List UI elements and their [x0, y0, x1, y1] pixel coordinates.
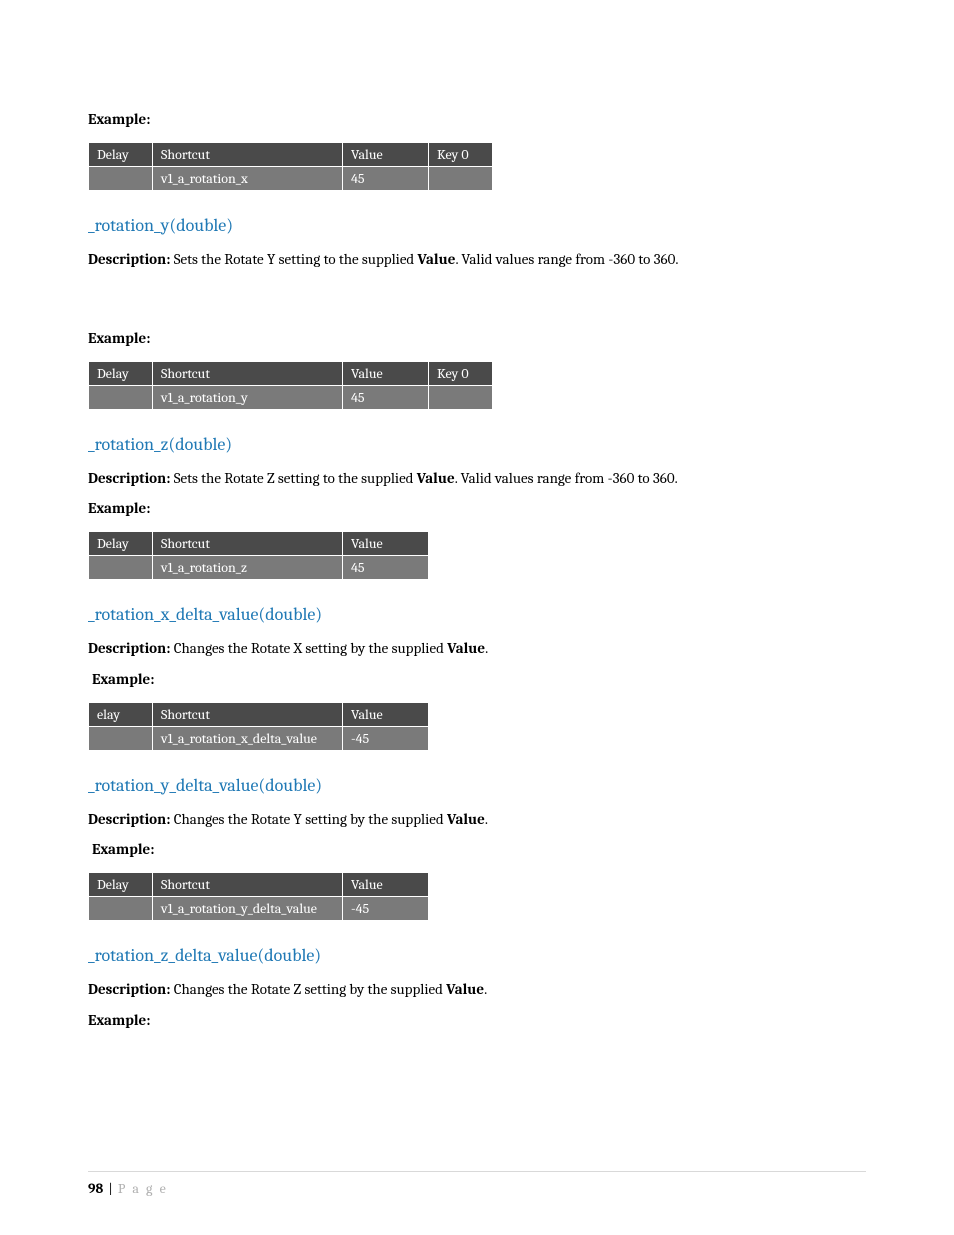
description-bold: Value	[417, 469, 455, 487]
table-cell	[429, 385, 493, 409]
description: Description: Sets the Rotate Y setting t…	[88, 248, 866, 271]
example-table: Delay Shortcut Value Key 0 v1_a_rotation…	[88, 361, 493, 410]
table-cell: 45	[343, 385, 429, 409]
description: Description: Changes the Rotate Z settin…	[88, 978, 866, 1001]
table-header: elay	[89, 702, 153, 726]
table-header: Value	[343, 873, 429, 897]
description-bold: Value	[418, 250, 456, 268]
table-cell	[89, 726, 153, 750]
table-cell: -45	[343, 897, 429, 921]
section-heading: _rotation_z_delta_value(double)	[88, 945, 866, 966]
example-label: Example:	[88, 840, 866, 858]
section-heading: _rotation_x_delta_value(double)	[88, 604, 866, 625]
table-cell: 45	[343, 167, 429, 191]
table-cell: v1_a_rotation_x_delta_value	[153, 726, 343, 750]
description-text: .	[485, 810, 488, 828]
table-header: Shortcut	[153, 532, 343, 556]
description-text: . Valid values range from -360 to 360.	[455, 250, 678, 268]
description-text: Sets the Rotate Z setting to the supplie…	[170, 469, 416, 487]
footer-label: P a g e	[118, 1180, 168, 1197]
section-heading: _rotation_y(double)	[88, 215, 866, 236]
table-cell: v1_a_rotation_y	[153, 385, 343, 409]
table-header: Shortcut	[153, 702, 343, 726]
example-table: Delay Shortcut Value v1_a_rotation_z 45	[88, 531, 429, 580]
page-footer: 98 | P a g e	[88, 1171, 866, 1197]
description-text: .	[485, 639, 488, 657]
description-label: Description:	[88, 469, 170, 487]
description-text: . Valid values range from -360 to 360.	[455, 469, 678, 487]
description-text: Changes the Rotate Z setting by the supp…	[170, 980, 446, 998]
example-table: Delay Shortcut Value v1_a_rotation_y_del…	[88, 872, 429, 921]
example-label: Example:	[88, 1011, 866, 1029]
table-cell: -45	[343, 726, 429, 750]
table-header: Value	[343, 361, 429, 385]
example-table: Delay Shortcut Value Key 0 v1_a_rotation…	[88, 142, 493, 191]
page-number: 98	[88, 1180, 103, 1197]
table-header: Delay	[89, 143, 153, 167]
description-label: Description:	[88, 980, 170, 998]
section-heading: _rotation_y_delta_value(double)	[88, 775, 866, 796]
description-label: Description:	[88, 810, 170, 828]
description: Description: Changes the Rotate Y settin…	[88, 808, 866, 831]
table-cell	[429, 167, 493, 191]
description: Description: Changes the Rotate X settin…	[88, 637, 866, 660]
table-cell	[89, 556, 153, 580]
description-label: Description:	[88, 639, 170, 657]
table-cell: v1_a_rotation_x	[153, 167, 343, 191]
footer-separator: |	[105, 1180, 116, 1197]
description-bold: Value	[447, 639, 485, 657]
spacer	[88, 281, 866, 329]
table-header: Shortcut	[153, 143, 343, 167]
table-header: Key 0	[429, 361, 493, 385]
description-text: Sets the Rotate Y setting to the supplie…	[170, 250, 417, 268]
table-cell	[89, 897, 153, 921]
table-header: Delay	[89, 361, 153, 385]
table-cell: 45	[343, 556, 429, 580]
description: Description: Sets the Rotate Z setting t…	[88, 467, 866, 490]
table-cell	[89, 385, 153, 409]
table-cell: v1_a_rotation_z	[153, 556, 343, 580]
table-header: Delay	[89, 532, 153, 556]
example-label: Example:	[88, 110, 866, 128]
table-header: Value	[343, 143, 429, 167]
description-text: Changes the Rotate Y setting by the supp…	[170, 810, 447, 828]
table-header: Shortcut	[153, 873, 343, 897]
table-header: Key 0	[429, 143, 493, 167]
example-label: Example:	[88, 499, 866, 517]
table-header: Delay	[89, 873, 153, 897]
table-header: Value	[343, 532, 429, 556]
table-cell	[89, 167, 153, 191]
example-label: Example:	[88, 329, 866, 347]
section-heading: _rotation_z(double)	[88, 434, 866, 455]
description-text: Changes the Rotate X setting by the supp…	[170, 639, 447, 657]
description-bold: Value	[446, 980, 484, 998]
description-bold: Value	[447, 810, 485, 828]
description-label: Description:	[88, 250, 170, 268]
table-header: Shortcut	[153, 361, 343, 385]
document-page: Example: Delay Shortcut Value Key 0 v1_a…	[0, 0, 954, 1235]
table-header: Value	[343, 702, 429, 726]
description-text: .	[484, 980, 487, 998]
example-label: Example:	[88, 670, 866, 688]
example-table: elay Shortcut Value v1_a_rotation_x_delt…	[88, 702, 429, 751]
table-cell: v1_a_rotation_y_delta_value	[153, 897, 343, 921]
